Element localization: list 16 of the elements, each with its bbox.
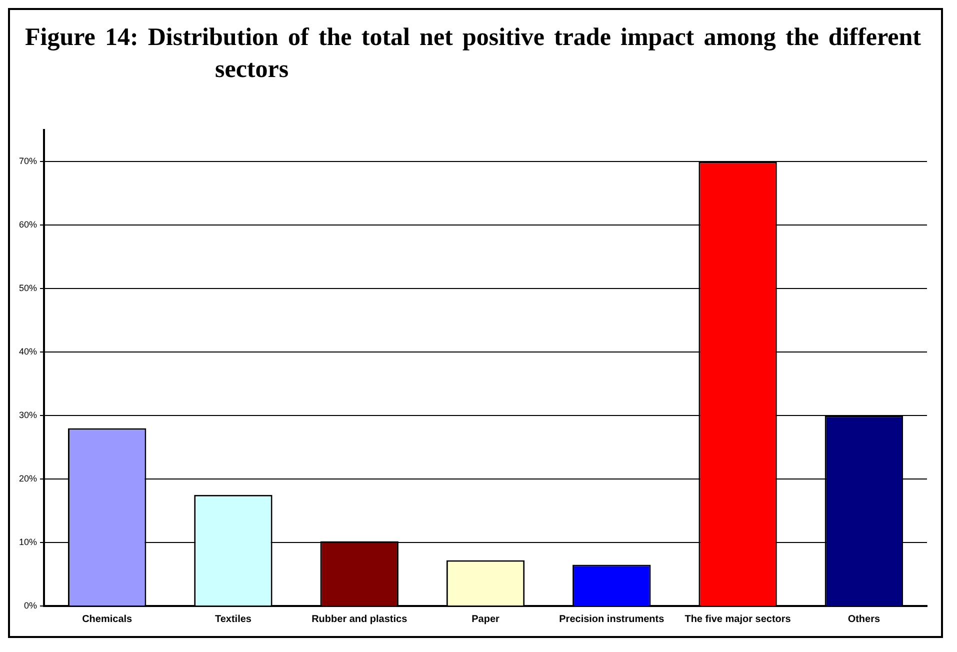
y-tick-label: 40%	[19, 346, 38, 357]
y-tick-label: 30%	[19, 410, 38, 420]
x-tick-label: Textiles	[214, 614, 252, 625]
y-tick-label: 10%	[19, 537, 38, 548]
x-tick-label: The five major sectors	[684, 614, 792, 625]
x-tick-label: Others	[848, 614, 880, 625]
x-tick-label: Paper	[472, 614, 500, 625]
y-tick-label: 70%	[19, 156, 38, 166]
y-tick-label: 20%	[19, 474, 38, 484]
x-tick-label: Precision instruments	[559, 614, 665, 625]
chart-title: Figure 14: Distribution of the total net positive trade impact among the different sectors	[24, 23, 922, 85]
x-tick-label: Rubber and plastics	[312, 614, 408, 625]
y-tick-label: 60%	[19, 220, 38, 230]
x-tick-label: Chemicals	[82, 614, 133, 625]
y-tick-label: 50%	[19, 283, 38, 294]
y-tick-label: 0%	[24, 600, 38, 610]
